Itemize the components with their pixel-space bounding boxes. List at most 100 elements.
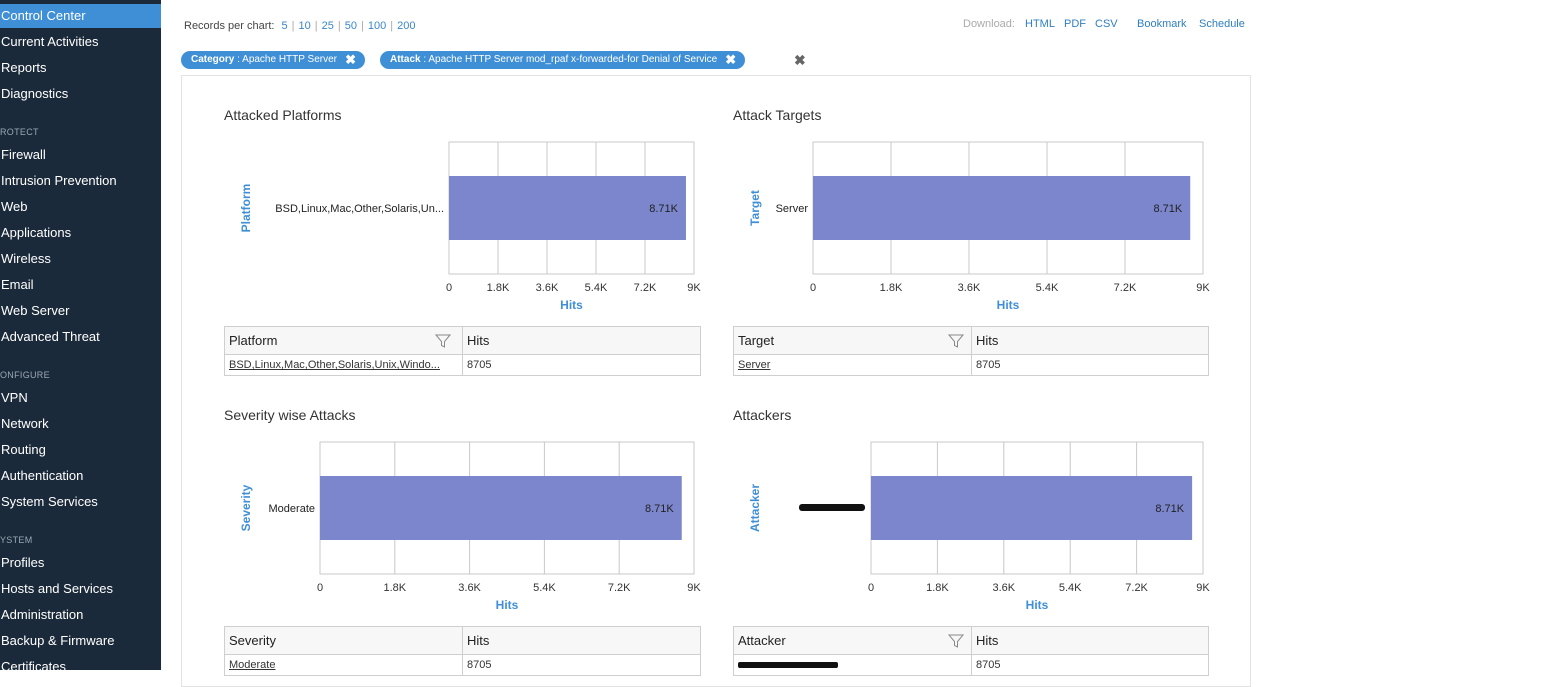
sidebar-item-backup-firmware[interactable]: Backup & Firmware	[1, 633, 115, 648]
records-option-25[interactable]: 25	[321, 20, 334, 32]
x-tick-label: 9K	[687, 582, 701, 594]
sidebar-item-certificates[interactable]: Certificates	[1, 659, 67, 670]
x-tick-label: 1.8K	[880, 282, 903, 294]
filter-key: Attack	[390, 54, 421, 65]
chart-title-attack-targets: Attack Targets	[733, 107, 822, 123]
x-tick-label: 3.6K	[958, 282, 981, 294]
filter-funnel-icon[interactable]	[948, 334, 964, 348]
column-header-attacker[interactable]: Attacker	[738, 633, 786, 648]
filter-funnel-icon[interactable]	[948, 634, 964, 648]
sidebar-item-web[interactable]: Web	[1, 199, 28, 214]
bar-data-label: 8.71K	[645, 503, 674, 515]
column-divider	[462, 327, 463, 375]
separator: |	[337, 20, 341, 32]
bookmark-link[interactable]: Bookmark	[1137, 18, 1187, 30]
sidebar-item-system-services[interactable]: System Services	[1, 494, 98, 509]
table-cell-hits: 8705	[467, 359, 492, 371]
chart-title-severity-wise-attacks: Severity wise Attacks	[224, 407, 356, 423]
remove-filter-icon[interactable]: ✖	[345, 52, 356, 67]
sidebar-item-reports[interactable]: Reports	[1, 60, 47, 75]
table-attackers: Attacker Hits 8705	[733, 626, 1209, 676]
records-option-200[interactable]: 200	[397, 20, 416, 32]
y-axis-title: Attacker	[748, 484, 762, 532]
records-option-100[interactable]: 100	[367, 20, 387, 32]
filter-key: Category	[191, 54, 235, 65]
records-option-50[interactable]: 50	[344, 20, 357, 32]
download-html-link[interactable]: HTML	[1025, 18, 1055, 30]
sidebar-item-diagnostics[interactable]: Diagnostics	[1, 86, 69, 101]
sidebar-item-email[interactable]: Email	[1, 277, 34, 292]
remove-filter-icon[interactable]: ✖	[725, 52, 737, 67]
separator: |	[314, 20, 318, 32]
x-tick-label: 3.6K	[536, 282, 559, 294]
table-cell-severity[interactable]: Moderate	[229, 659, 276, 671]
separator: |	[361, 20, 364, 32]
y-category-label: BSD,Linux,Mac,Other,Solaris,Un...	[275, 203, 444, 215]
x-tick-label: 9K	[1196, 582, 1210, 594]
schedule-link[interactable]: Schedule	[1199, 18, 1245, 30]
sidebar-item-advanced-threat[interactable]: Advanced Threat	[1, 329, 100, 344]
sidebar-item-authentication[interactable]: Authentication	[1, 468, 84, 483]
column-header-hits: Hits	[976, 633, 999, 648]
table-cell-target[interactable]: Server	[738, 359, 771, 371]
filter-chip-attack: Attack : Apache HTTP Server mod_rpaf x-f…	[380, 51, 746, 69]
clear-filters-icon[interactable]: ✖	[794, 52, 806, 68]
sidebar-item-wireless[interactable]: Wireless	[1, 251, 51, 266]
column-header-hits: Hits	[976, 333, 999, 348]
sidebar-item-profiles[interactable]: Profiles	[1, 555, 45, 570]
records-per-chart: Records per chart: 5 | 10 | 25 | 50 | 100 | 200	[184, 20, 415, 32]
sidebar-item-intrusion-prevention[interactable]: Intrusion Prevention	[1, 173, 117, 188]
x-tick-label: 5.4K	[1059, 582, 1082, 594]
filter-funnel-icon[interactable]	[435, 334, 451, 348]
column-header-target[interactable]: Target	[738, 333, 775, 348]
x-axis-title: Hits	[1026, 598, 1049, 612]
x-tick-label: 5.4K	[585, 282, 608, 294]
sidebar: Control Center Current Activities Report…	[0, 0, 161, 670]
sidebar-item-routing[interactable]: Routing	[1, 442, 46, 457]
records-option-5[interactable]: 5	[281, 20, 288, 32]
column-header-platform[interactable]: Platform	[229, 333, 278, 348]
download-label: Download:	[963, 18, 1015, 30]
download-csv-link[interactable]: CSV	[1095, 18, 1118, 30]
filter-value: : Apache HTTP Server mod_rpaf x-forwarde…	[420, 54, 718, 65]
redaction-mark	[799, 504, 865, 511]
sidebar-item-control-center[interactable]: Control Center	[0, 4, 161, 28]
bar	[813, 176, 1191, 240]
x-tick-label: 1.8K	[926, 582, 949, 594]
bar	[320, 476, 682, 540]
x-tick-label: 7.2K	[608, 582, 631, 594]
sidebar-item-network[interactable]: Network	[1, 416, 49, 431]
bar-data-label: 8.71K	[649, 203, 678, 215]
table-attacked-platforms: Platform Hits BSD,Linux,Mac,Other,Solari…	[224, 326, 701, 376]
table-cell-hits: 8705	[467, 659, 492, 671]
sidebar-item-firewall[interactable]: Firewall	[1, 147, 46, 162]
chart-attacked-platforms: 0 1.8K 3.6K 5.4K 7.2K 9K 8.71K BSD,Linux,Mac,Ot…	[239, 141, 701, 312]
sidebar-item-vpn[interactable]: VPN	[1, 390, 28, 405]
table-severity: Severity Hits Moderate 8705	[224, 626, 701, 676]
column-divider	[971, 627, 972, 675]
chart-attackers: 0 1.8K 3.6K 5.4K 7.2K 9K 8.71K Hits Attacker	[748, 441, 1210, 612]
x-axis-title: Hits	[997, 298, 1020, 312]
y-category-label: Server	[776, 203, 809, 215]
x-tick-label: 1.8K	[383, 582, 406, 594]
table-cell-platform[interactable]: BSD,Linux,Mac,Other,Solaris,Unix,Windo..…	[229, 359, 440, 371]
sidebar-item-hosts-and-services[interactable]: Hosts and Services	[1, 581, 113, 596]
column-header-severity: Severity	[229, 633, 276, 648]
bar	[871, 476, 1193, 540]
table-cell-attacker-redacted[interactable]	[734, 655, 966, 675]
sidebar-item-current-activities[interactable]: Current Activities	[1, 34, 99, 49]
records-label: Records per chart:	[184, 20, 275, 32]
sidebar-item-web-server[interactable]: Web Server	[1, 303, 70, 318]
x-tick-label: 7.2K	[634, 282, 657, 294]
records-option-10[interactable]: 10	[298, 20, 311, 32]
sidebar-item-applications[interactable]: Applications	[1, 225, 72, 240]
y-category-label: Moderate	[269, 503, 315, 515]
sidebar-item-administration[interactable]: Administration	[1, 607, 84, 622]
download-pdf-link[interactable]: PDF	[1064, 18, 1086, 30]
x-tick-label: 0	[868, 582, 874, 594]
column-header-hits: Hits	[467, 633, 490, 648]
x-tick-label: 9K	[1196, 282, 1210, 294]
separator: |	[291, 20, 295, 32]
filter-chip-category: Category : Apache HTTP Server ✖	[181, 51, 365, 69]
table-attack-targets: Target Hits Server 8705	[733, 326, 1209, 376]
